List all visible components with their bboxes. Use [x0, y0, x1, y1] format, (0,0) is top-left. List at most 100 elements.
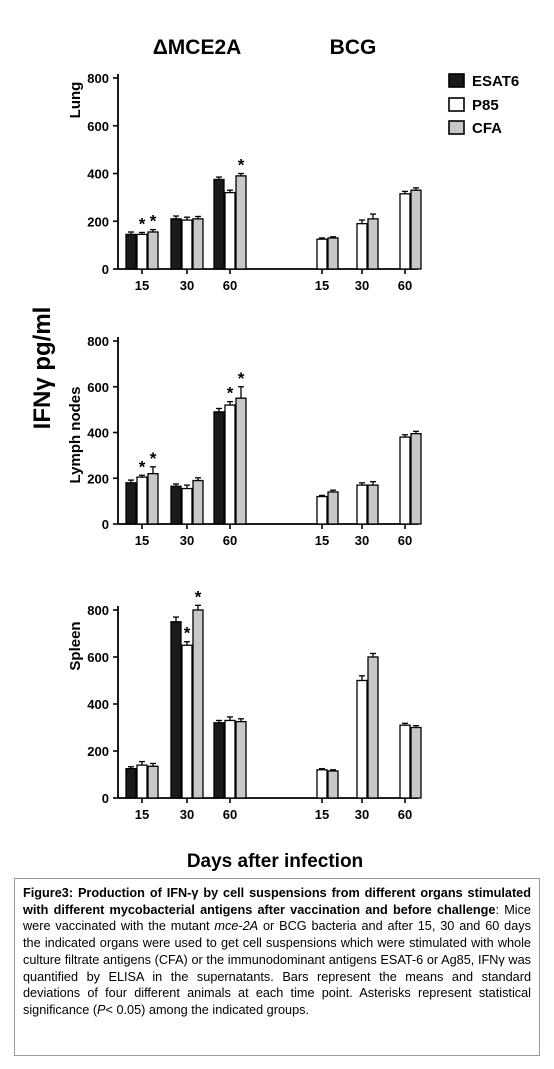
lymph-nodes-y-tick-label: 0: [102, 517, 109, 532]
spleen-bar-cfa: [235, 720, 247, 799]
spleen-bar-p85: [181, 644, 193, 799]
spleen-bar-esat6: [170, 621, 182, 799]
lymph-nodes-y-tick-label: 400: [87, 426, 109, 441]
caption-title: Production of IFN-γ by cell suspensions …: [23, 886, 531, 917]
legend-swatch-p85: [448, 97, 465, 112]
lymph-nodes-bar-esat6: [170, 485, 182, 525]
spleen-bar-cfa: [147, 765, 159, 799]
lung-bar-cfa: [235, 175, 247, 270]
lymph-nodes-bar-cfa: [327, 491, 339, 525]
group-label-mce2a: ΔMCE2A: [153, 36, 242, 59]
lymph-nodes-bar-p85: [316, 495, 328, 525]
spleen-significance-marker: *: [195, 587, 202, 606]
lung-x-tick-label: 60: [398, 278, 412, 293]
legend-label-cfa: CFA: [472, 120, 502, 137]
spleen-bar-p85: [399, 724, 411, 799]
lymph-nodes-x-tick-label: 15: [135, 533, 149, 548]
figure-caption: Figure3: Production of IFN-γ by cell sus…: [14, 878, 540, 1056]
spleen-x-tick-label: 60: [223, 807, 237, 822]
spleen-bar-esat6: [125, 767, 137, 799]
figure-canvas: ΔMCE2A BCG IFNγ pg/ml Days after infecti…: [29, 36, 519, 872]
spleen-bar-p85: [224, 719, 236, 799]
lung-bar-cfa: [367, 218, 379, 270]
spleen-panel-label: Spleen: [67, 621, 84, 670]
caption-label: Figure3:: [23, 886, 74, 900]
lymph-nodes-panel-label: Lymph nodes: [67, 387, 84, 484]
lymph-nodes-x-tick-label: 30: [180, 533, 194, 548]
lymph-nodes-bar-cfa: [235, 397, 247, 525]
spleen-y-tick-label: 0: [102, 791, 109, 806]
lung-x-tick-label: 15: [135, 278, 149, 293]
lung-y-tick-label: 800: [87, 71, 109, 86]
lymph-nodes-bar-cfa: [410, 432, 422, 525]
lung-bar-cfa: [192, 218, 204, 270]
legend-swatch-esat6: [448, 73, 465, 88]
lymph-nodes-bar-cfa: [147, 473, 159, 525]
lymph-nodes-bar-p85: [356, 484, 368, 525]
spleen-bar-cfa: [367, 656, 379, 799]
lymph-nodes-significance-marker: *: [227, 384, 234, 403]
lung-x-tick-label: 60: [223, 278, 237, 293]
lymph-nodes-bar-p85: [399, 436, 411, 525]
lung-bar-esat6: [213, 178, 225, 270]
lymph-nodes-bar-p85: [136, 476, 148, 525]
lung-bar-cfa: [410, 189, 422, 270]
spleen-x-tick-label: 15: [135, 807, 149, 822]
lymph-nodes-bar-p85: [224, 404, 236, 525]
legend-swatch-cfa: [448, 120, 465, 135]
lymph-nodes-y-tick-label: 800: [87, 334, 109, 349]
lung-x-tick-label: 15: [315, 278, 329, 293]
spleen-bar-p85: [316, 769, 328, 799]
spleen-bar-esat6: [213, 722, 225, 799]
lung-significance-marker: *: [238, 156, 245, 175]
legend-label-p85: P85: [472, 97, 499, 114]
caption-body-2: or BCG bacteria and after 15, 30 and 60 …: [23, 919, 531, 1017]
lung-x-tick-label: 30: [355, 278, 369, 293]
caption-italic-p: P: [97, 1002, 106, 1017]
lung-panel-label: Lung: [67, 82, 84, 119]
lymph-nodes-y-tick-label: 600: [87, 380, 109, 395]
lung-bar-cfa: [327, 237, 339, 270]
lung-y-tick-label: 400: [87, 167, 109, 182]
lung-bar-p85: [136, 233, 148, 270]
spleen-y-tick-label: 600: [87, 650, 109, 665]
spleen-y-tick-label: 400: [87, 697, 109, 712]
lung-bar-p85: [399, 193, 411, 270]
legend-label-esat6: ESAT6: [472, 73, 519, 90]
spleen-x-tick-label: 60: [398, 807, 412, 822]
spleen-bar-cfa: [410, 726, 422, 799]
lymph-nodes-x-tick-label: 60: [398, 533, 412, 548]
lymph-nodes-bar-esat6: [213, 411, 225, 525]
lung-y-tick-label: 0: [102, 262, 109, 277]
lymph-nodes-bar-cfa: [192, 479, 204, 525]
lung-bar-p85: [181, 219, 193, 270]
spleen-significance-marker: *: [184, 624, 191, 643]
lung-significance-marker: *: [150, 212, 157, 231]
lymph-nodes-x-tick-label: 60: [223, 533, 237, 548]
x-axis-title: Days after infection: [187, 851, 363, 872]
lung-bar-p85: [356, 222, 368, 270]
spleen-x-tick-label: 30: [180, 807, 194, 822]
caption-body-3: < 0.05) among the indicated groups.: [105, 1002, 310, 1017]
group-label-bcg: BCG: [330, 36, 377, 59]
y-axis-title: IFNγ pg/ml: [29, 307, 56, 430]
lung-significance-marker: *: [139, 214, 146, 233]
spleen-bar-cfa: [192, 609, 204, 799]
spleen-y-tick-label: 200: [87, 744, 109, 759]
spleen-bar-cfa: [327, 770, 339, 799]
panel-spleen: Spleen 0 200 400 600 800 15 30 60 15 30 60 **: [67, 587, 422, 822]
caption-body-1: : Mice were vaccinated with the mutant: [23, 902, 531, 934]
lung-bar-esat6: [125, 233, 137, 270]
lung-x-tick-label: 30: [180, 278, 194, 293]
spleen-x-tick-label: 30: [355, 807, 369, 822]
lung-y-tick-label: 600: [87, 119, 109, 134]
lymph-nodes-significance-marker: *: [150, 449, 157, 468]
lymph-nodes-y-tick-label: 200: [87, 471, 109, 486]
spleen-x-tick-label: 15: [315, 807, 329, 822]
spleen-bar-p85: [356, 679, 368, 799]
lymph-nodes-bar-esat6: [125, 482, 137, 525]
lymph-nodes-x-tick-label: 15: [315, 533, 329, 548]
lymph-nodes-bar-p85: [181, 487, 193, 525]
lung-bar-cfa: [147, 231, 159, 270]
